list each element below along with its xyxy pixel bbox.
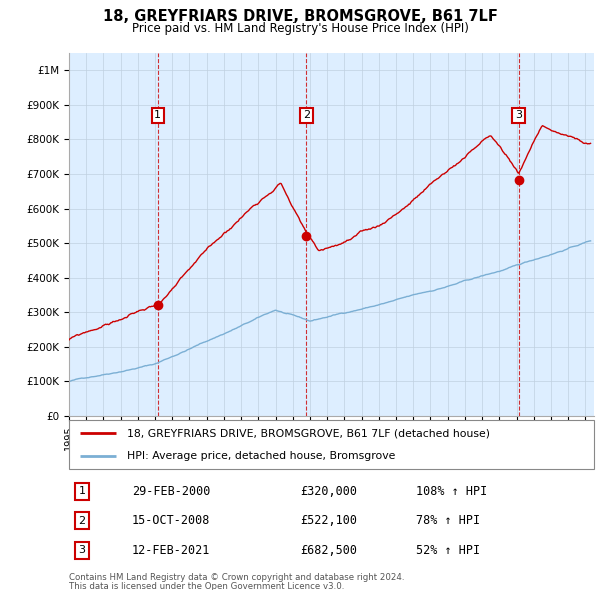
Text: £522,100: £522,100 [300, 514, 357, 527]
Text: This data is licensed under the Open Government Licence v3.0.: This data is licensed under the Open Gov… [69, 582, 344, 590]
Text: 2: 2 [303, 110, 310, 120]
Text: 18, GREYFRIARS DRIVE, BROMSGROVE, B61 7LF: 18, GREYFRIARS DRIVE, BROMSGROVE, B61 7L… [103, 9, 497, 24]
Text: 3: 3 [515, 110, 522, 120]
Text: Contains HM Land Registry data © Crown copyright and database right 2024.: Contains HM Land Registry data © Crown c… [69, 573, 404, 582]
Text: 52% ↑ HPI: 52% ↑ HPI [415, 543, 479, 557]
FancyBboxPatch shape [69, 420, 594, 469]
Text: 18, GREYFRIARS DRIVE, BROMSGROVE, B61 7LF (detached house): 18, GREYFRIARS DRIVE, BROMSGROVE, B61 7L… [127, 428, 490, 438]
Text: 3: 3 [79, 545, 86, 555]
Text: 1: 1 [154, 110, 161, 120]
Text: £320,000: £320,000 [300, 484, 357, 498]
Text: 78% ↑ HPI: 78% ↑ HPI [415, 514, 479, 527]
Text: 1: 1 [79, 486, 86, 496]
Text: 15-OCT-2008: 15-OCT-2008 [132, 514, 211, 527]
Text: £682,500: £682,500 [300, 543, 357, 557]
Text: 2: 2 [79, 516, 86, 526]
Text: HPI: Average price, detached house, Bromsgrove: HPI: Average price, detached house, Brom… [127, 451, 395, 461]
Text: 108% ↑ HPI: 108% ↑ HPI [415, 484, 487, 498]
Text: 29-FEB-2000: 29-FEB-2000 [132, 484, 211, 498]
Text: 12-FEB-2021: 12-FEB-2021 [132, 543, 211, 557]
Text: Price paid vs. HM Land Registry's House Price Index (HPI): Price paid vs. HM Land Registry's House … [131, 22, 469, 35]
